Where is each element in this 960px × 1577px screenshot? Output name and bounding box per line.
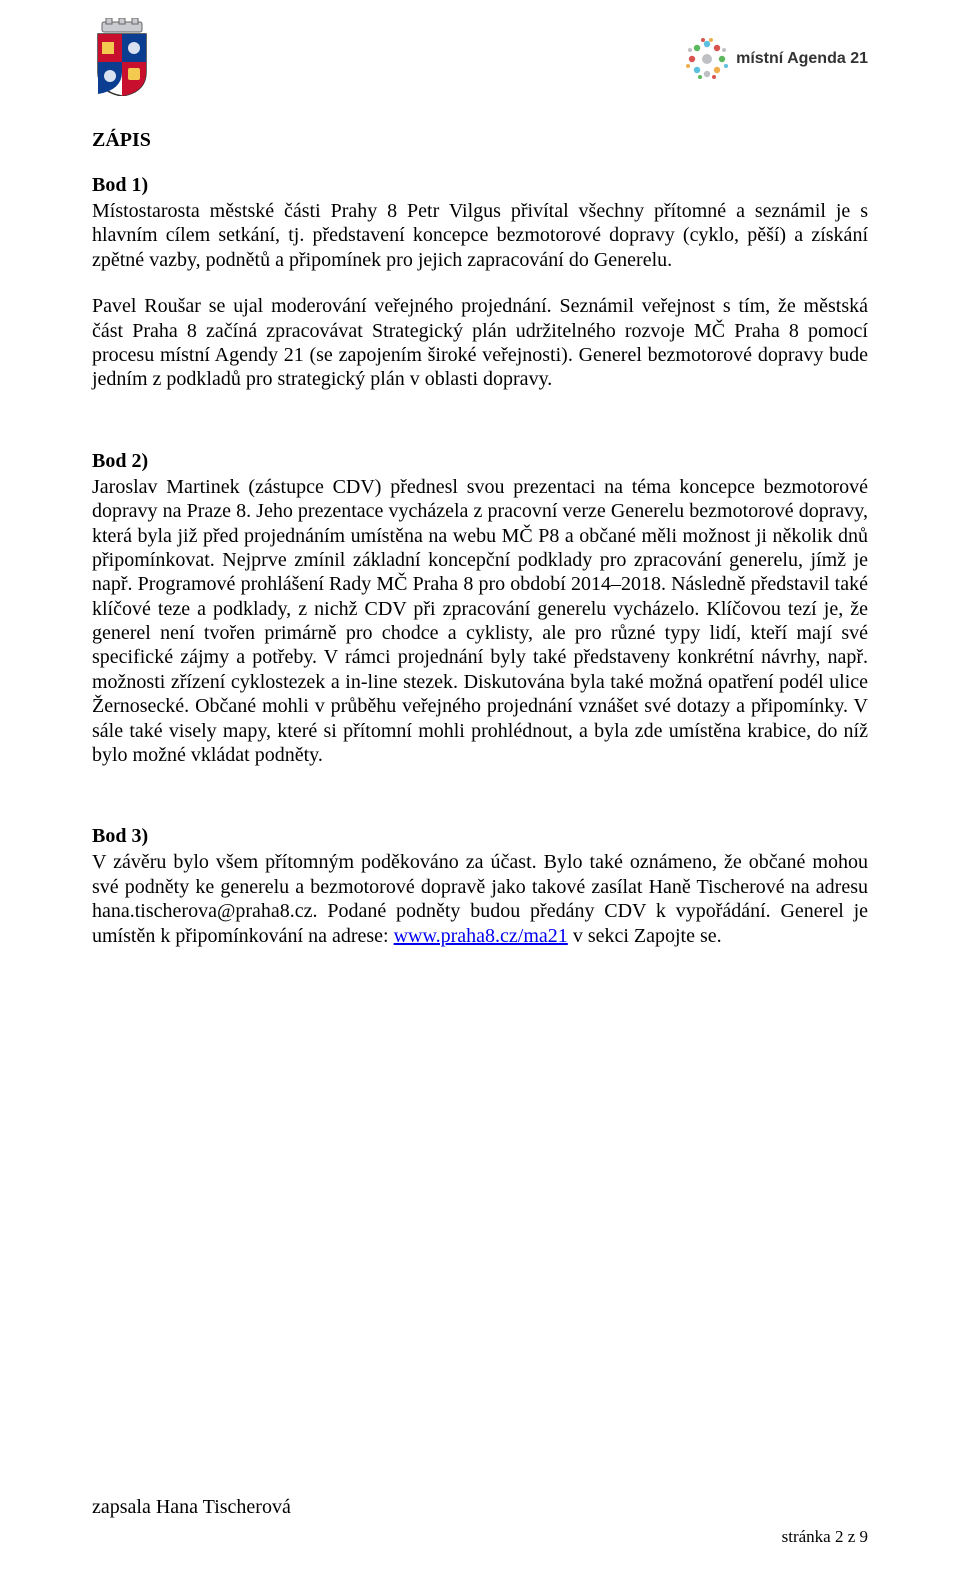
section-2-para-1: Jaroslav Martinek (zástupce CDV) přednes… xyxy=(92,475,868,768)
praha8-link[interactable]: www.praha8.cz/ma21 xyxy=(394,925,568,947)
section-heading-3: Bod 3) xyxy=(92,825,868,848)
city-crest-logo xyxy=(92,18,152,101)
section-3-para-1: V závěru bylo všem přítomným poděkováno … xyxy=(92,850,868,948)
section-1-para-2: Pavel Roušar se ujal moderování veřejnéh… xyxy=(92,294,868,392)
section-3-post-link: v sekci Zapojte se. xyxy=(568,925,722,947)
page: místní Agenda 21 ZÁPIS Bod 1) Místostaro… xyxy=(0,0,960,1577)
footer-author: zapsala Hana Tischerová xyxy=(92,1496,868,1519)
agenda21-logo: místní Agenda 21 xyxy=(684,36,868,82)
document-title: ZÁPIS xyxy=(92,129,868,152)
section-1-para-1: Místostarosta městské části Prahy 8 Petr… xyxy=(92,199,868,272)
footer-page-number: stránka 2 z 9 xyxy=(92,1527,868,1547)
agenda21-logo-text: místní Agenda 21 xyxy=(736,50,868,68)
header-row: místní Agenda 21 xyxy=(92,18,868,101)
footer: zapsala Hana Tischerová stránka 2 z 9 xyxy=(92,1496,868,1547)
section-heading-1: Bod 1) xyxy=(92,174,868,197)
section-heading-2: Bod 2) xyxy=(92,450,868,473)
